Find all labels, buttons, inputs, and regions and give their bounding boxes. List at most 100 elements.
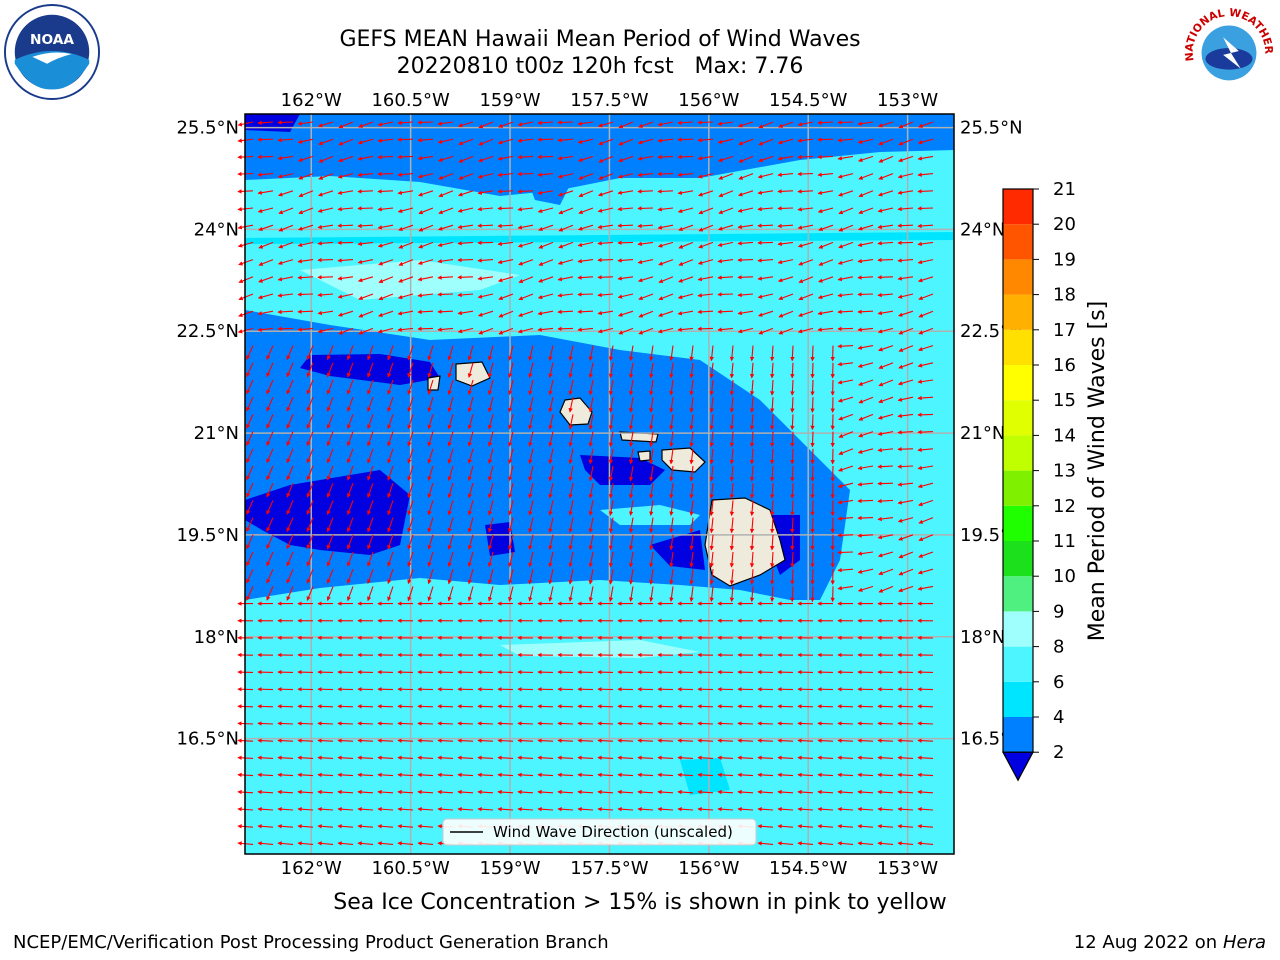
- wind-arrow: [497, 223, 514, 229]
- wind-arrow: [797, 121, 814, 127]
- wind-arrow: [357, 259, 374, 265]
- wind-arrow: [498, 121, 514, 128]
- wind-arrow: [407, 500, 414, 516]
- wind-arrow: [917, 241, 934, 247]
- wind-arrow: [478, 310, 494, 317]
- wind-arrow: [497, 241, 514, 246]
- wind-arrow: [588, 517, 594, 534]
- wind-arrow: [858, 396, 874, 404]
- wind-arrow: [649, 362, 654, 379]
- wind-arrow: [367, 345, 374, 361]
- wind-arrow: [326, 534, 334, 550]
- wind-arrow: [717, 121, 734, 126]
- wind-arrow: [657, 241, 674, 248]
- wind-arrow: [917, 447, 934, 453]
- wind-arrow: [897, 240, 914, 246]
- wind-arrow: [346, 397, 354, 412]
- wind-arrow: [689, 500, 694, 517]
- wind-arrow: [669, 448, 674, 465]
- wind-arrow: [918, 121, 934, 128]
- wind-arrow: [917, 704, 934, 709]
- wind-arrow: [398, 224, 414, 231]
- wind-arrow: [857, 327, 874, 332]
- wind-arrow: [709, 448, 714, 465]
- wind-arrow: [797, 327, 814, 334]
- wind-arrow: [677, 704, 694, 709]
- wind-arrow: [467, 362, 474, 378]
- wind-arrow: [487, 414, 494, 430]
- wind-arrow: [737, 310, 754, 316]
- wind-arrow: [427, 379, 434, 396]
- wind-arrow: [857, 241, 874, 247]
- colorbar-tick-label: 20: [1053, 214, 1076, 235]
- wind-arrow: [617, 190, 634, 195]
- wind-arrow: [498, 293, 514, 301]
- wind-arrow: [717, 275, 734, 280]
- wind-arrow: [637, 738, 654, 743]
- island-lanai: [637, 450, 651, 462]
- wind-arrow: [608, 379, 614, 396]
- wind-arrow: [657, 171, 674, 177]
- wind-arrow: [346, 379, 354, 395]
- wind-arrow: [628, 431, 634, 448]
- wind-arrow: [377, 154, 394, 160]
- wind-arrow: [398, 276, 414, 283]
- wind-arrow: [257, 154, 274, 160]
- wind-arrow: [457, 241, 474, 246]
- wind-arrow: [326, 379, 334, 395]
- wind-arrow: [317, 327, 334, 334]
- wind-arrow: [818, 259, 834, 266]
- wind-arrow: [810, 517, 815, 534]
- wind-arrow: [387, 397, 394, 413]
- wind-arrow: [326, 448, 334, 464]
- wind-arrow: [578, 173, 594, 180]
- wind-arrow: [417, 738, 434, 743]
- wind-arrow: [497, 206, 514, 211]
- lon-label-top: 157.5°W: [570, 90, 649, 111]
- wind-arrow: [438, 173, 454, 180]
- wind-arrow: [467, 500, 474, 516]
- wind-arrow: [457, 704, 474, 709]
- wind-arrow: [397, 190, 414, 195]
- wind-arrow: [517, 189, 534, 194]
- wind-arrow: [838, 207, 854, 215]
- wind-arrow: [717, 241, 734, 247]
- wind-arrow: [898, 121, 914, 129]
- wind-arrow: [277, 173, 294, 179]
- wind-arrow: [770, 569, 775, 585]
- wind-arrow: [918, 310, 934, 318]
- wind-arrow: [790, 345, 795, 362]
- wind-arrow: [918, 345, 934, 352]
- wind-arrow: [697, 326, 714, 331]
- wind-arrow: [588, 534, 594, 551]
- wind-arrow: [709, 397, 714, 413]
- wind-arrow: [346, 431, 354, 447]
- wind-arrow: [878, 362, 894, 369]
- wind-arrow: [669, 345, 674, 362]
- wind-arrow: [367, 379, 374, 395]
- wind-arrow: [758, 138, 774, 146]
- wind-arrow: [266, 482, 274, 498]
- wind-arrow: [818, 241, 834, 249]
- wind-arrow: [617, 223, 634, 228]
- wind-arrow: [838, 241, 854, 249]
- wind-arrow: [497, 738, 514, 743]
- wind-arrow: [337, 310, 354, 317]
- wind-arrow: [657, 738, 674, 743]
- wind-arrow: [857, 482, 874, 487]
- wind-arrow: [898, 138, 914, 146]
- wind-arrow: [246, 465, 254, 481]
- wind-arrow: [407, 465, 414, 481]
- wind-arrow: [790, 448, 795, 465]
- wind-arrow: [317, 207, 334, 213]
- wind-arrow: [508, 569, 514, 585]
- wind-arrow: [810, 362, 815, 379]
- wind-arrow: [568, 483, 574, 499]
- wind-arrow: [518, 259, 534, 266]
- wind-arrow: [508, 345, 514, 361]
- colorbar-segment: [1003, 505, 1033, 541]
- wind-arrow: [447, 431, 454, 447]
- wind-arrow: [568, 569, 574, 585]
- wind-arrow: [568, 397, 574, 413]
- wind-arrow: [557, 259, 574, 265]
